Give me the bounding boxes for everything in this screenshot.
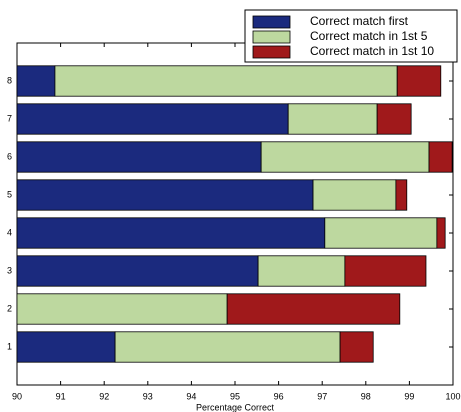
x-axis-label: Percentage Correct — [196, 402, 275, 412]
y-tick-label: 3 — [7, 265, 12, 275]
y-tick-label: 8 — [7, 75, 12, 85]
bar-segment — [16, 255, 259, 287]
legend-swatch — [252, 15, 291, 29]
x-tick-label: 95 — [230, 391, 240, 401]
bar-segment — [16, 141, 262, 173]
plot-frame — [16, 42, 454, 386]
legend-swatch — [252, 45, 291, 59]
bar-segment — [226, 293, 401, 325]
legend-swatch — [252, 30, 291, 44]
bar-segment — [376, 103, 412, 135]
bar-segment — [16, 293, 228, 325]
bar-segment — [395, 179, 408, 211]
x-tick-label: 100 — [445, 391, 460, 401]
bar-segment — [16, 217, 326, 249]
bar-segment — [324, 217, 438, 249]
x-tick-label: 98 — [361, 391, 371, 401]
y-tick-label: 4 — [7, 227, 12, 237]
y-tick-label: 5 — [7, 189, 12, 199]
x-tick-label: 94 — [186, 391, 196, 401]
y-tick-label: 1 — [7, 341, 12, 351]
x-tick-label: 99 — [404, 391, 414, 401]
legend-label: Correct match first — [310, 14, 409, 28]
y-tick-label: 7 — [7, 113, 12, 123]
bar-segment — [114, 331, 341, 363]
y-tick-label: 2 — [7, 303, 12, 313]
x-tick-label: 93 — [143, 391, 153, 401]
bar-segment — [16, 331, 116, 363]
bar-segment — [257, 255, 346, 287]
bar-segment — [287, 103, 378, 135]
bar-segment — [16, 65, 56, 97]
bar-segment — [339, 331, 374, 363]
bar-segment — [396, 65, 442, 97]
bar-segment — [16, 103, 289, 135]
legend-label: Correct match in 1st 10 — [310, 44, 434, 58]
x-tick-label: 96 — [274, 391, 284, 401]
x-tick-label: 90 — [12, 391, 22, 401]
x-tick-label: 92 — [99, 391, 109, 401]
legend-label: Correct match in 1st 5 — [310, 29, 428, 43]
bar-segment — [428, 141, 453, 173]
bar-segment — [436, 217, 446, 249]
bar-segment — [16, 179, 314, 211]
bar-segment — [312, 179, 397, 211]
x-tick-label: 91 — [56, 391, 66, 401]
bar-segment — [260, 141, 430, 173]
x-tick-label: 97 — [317, 391, 327, 401]
bar-segment — [344, 255, 427, 287]
bar-segment — [54, 65, 398, 97]
y-tick-label: 6 — [7, 151, 12, 161]
